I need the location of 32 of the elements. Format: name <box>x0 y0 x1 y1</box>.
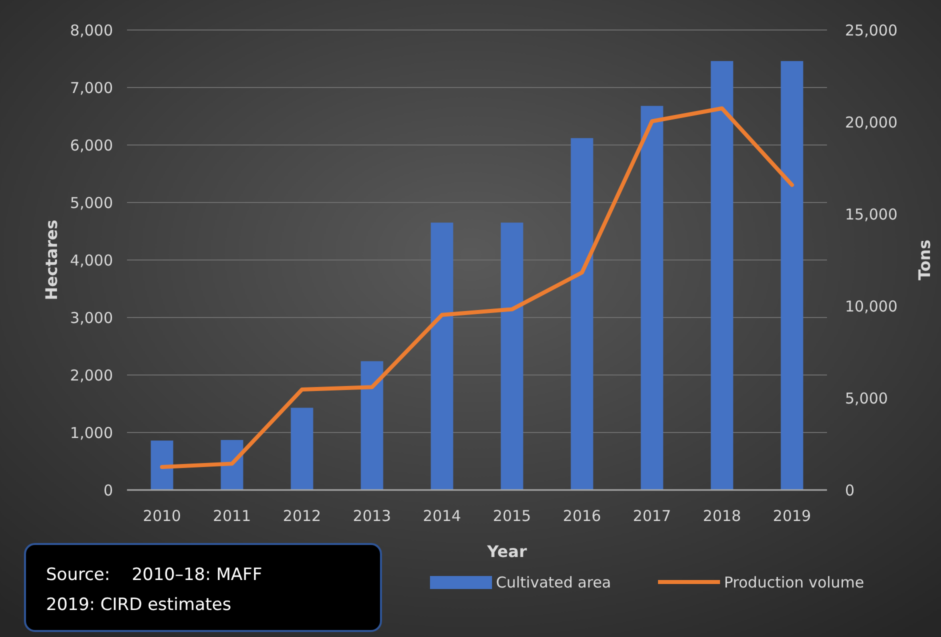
x-tick-label: 2019 <box>772 507 812 525</box>
y-tick-label: 7,000 <box>70 78 113 97</box>
y-tick-label: 1,000 <box>70 424 113 442</box>
x-tick-label: 2014 <box>422 507 462 525</box>
y2-tick-label: 0 <box>845 481 855 500</box>
y-tick-label: 6,000 <box>70 136 113 154</box>
y2-axis-title: Tons <box>915 240 934 280</box>
x-tick-label: 2010 <box>142 507 182 525</box>
x-tick-label: 2018 <box>702 507 742 525</box>
y-tick-label: 4,000 <box>70 251 113 270</box>
x-axis-title: Year <box>486 542 527 561</box>
y2-tick-label: 20,000 <box>845 113 898 132</box>
y2-tick-label: 10,000 <box>845 297 898 316</box>
y-tick-label: 5,000 <box>70 194 113 212</box>
y-tick-label: 2,000 <box>70 366 113 384</box>
y-tick-label: 8,000 <box>70 21 113 40</box>
y2-tick-label: 25,000 <box>845 21 898 40</box>
x-tick-label: 2011 <box>212 507 252 525</box>
y-tick-label: 3,000 <box>70 308 113 327</box>
x-tick-label: 2015 <box>492 507 532 525</box>
legend-label: Production volume <box>724 573 864 592</box>
text: 2019: CIRD estimates <box>46 594 232 615</box>
y-axis-title: Hectares <box>42 220 61 300</box>
y-tick-label: 0 <box>103 481 113 500</box>
y2-tick-label: 15,000 <box>845 205 898 224</box>
x-tick-label: 2016 <box>562 507 602 525</box>
y2-tick-label: 5,000 <box>845 389 888 408</box>
legend-label: Cultivated area <box>496 573 612 592</box>
x-tick-label: 2017 <box>632 507 672 525</box>
x-tick-label: 2013 <box>352 507 392 525</box>
x-tick-label: 2012 <box>282 507 322 525</box>
source-note: Source: 2010–18: MAFF <box>46 564 262 585</box>
